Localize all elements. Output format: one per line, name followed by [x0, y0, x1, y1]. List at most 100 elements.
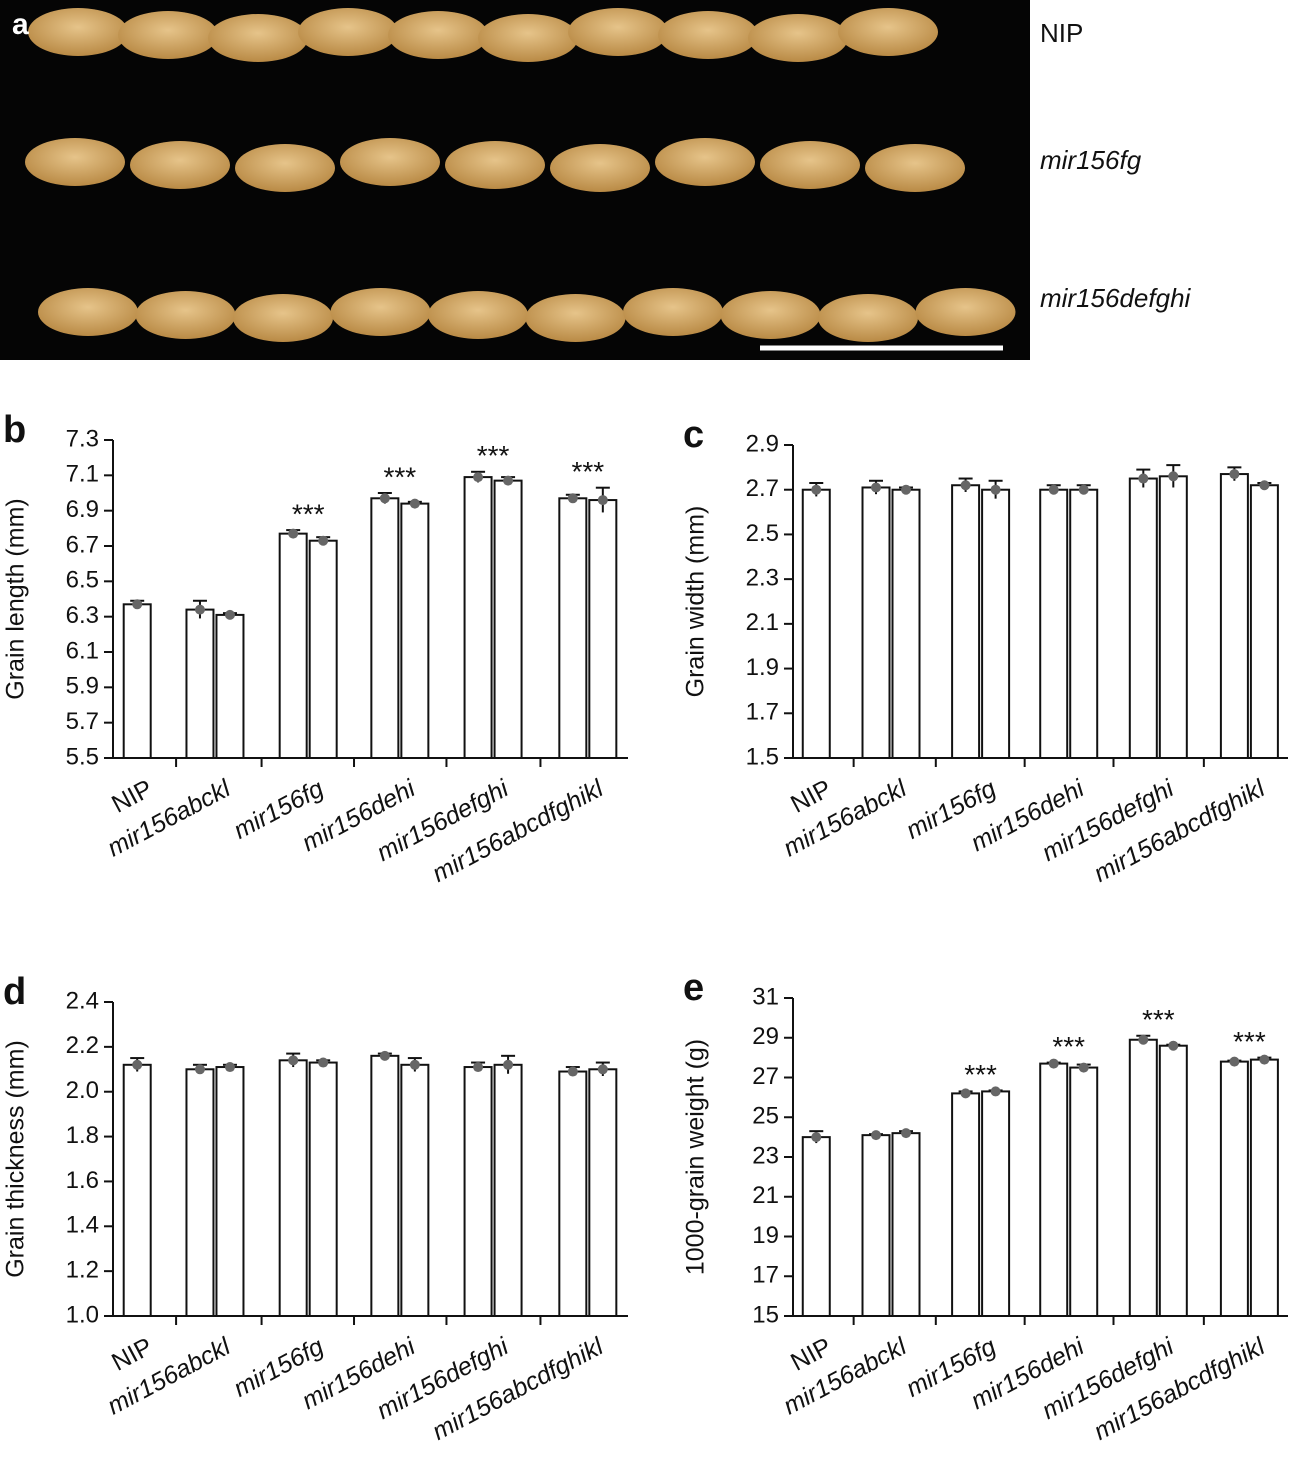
bar [185, 608, 215, 759]
mean-dot [1048, 484, 1059, 495]
grain [748, 14, 848, 62]
y-tick-label: 7.3 [66, 425, 99, 452]
y-tick-label: 2.2 [66, 1032, 99, 1059]
bar [1039, 1062, 1069, 1318]
bar [801, 1136, 831, 1317]
y-tick-label: 7.1 [66, 461, 99, 488]
bar [463, 476, 493, 759]
mean-dot [990, 484, 1001, 495]
grain [720, 291, 821, 339]
grain [568, 8, 668, 56]
mean-dot [1078, 484, 1089, 495]
photo-label: NIP [1040, 18, 1083, 48]
y-tick-label: 21 [752, 1182, 779, 1209]
mean-dot [1168, 471, 1179, 482]
photo-label: mir156fg [1040, 145, 1142, 175]
bar [1249, 484, 1279, 759]
mean-dot [871, 1130, 882, 1141]
grain [655, 138, 755, 186]
bar [185, 1068, 215, 1318]
significance: *** [384, 461, 417, 492]
y-tick-label: 6.3 [66, 602, 99, 629]
y-tick-label: 2.4 [66, 987, 99, 1014]
significance: *** [1233, 1026, 1266, 1057]
y-tick-label: 31 [752, 983, 779, 1010]
bar [308, 539, 338, 760]
bar [1158, 1044, 1188, 1317]
mean-dot [901, 484, 912, 495]
bar [1128, 1038, 1158, 1318]
y-tick-label: 6.1 [66, 637, 99, 664]
bar [1069, 1066, 1099, 1317]
mean-dot [1138, 1034, 1149, 1045]
mean-dot [132, 599, 143, 610]
mean-dot [503, 1059, 514, 1070]
y-tick-label: 1.7 [746, 699, 779, 726]
mean-dot [473, 472, 484, 483]
y-tick-label: 2.7 [746, 475, 779, 502]
grain [330, 288, 431, 336]
bar [215, 613, 245, 760]
mean-dot [473, 1062, 484, 1073]
y-tick-label: 1.9 [746, 654, 779, 681]
significance: *** [964, 1059, 997, 1090]
bar [588, 499, 618, 759]
grain [658, 11, 758, 59]
bar [801, 488, 831, 759]
grain [838, 8, 938, 56]
x-tick-label: mir156abcdfghikl [428, 1332, 609, 1446]
grain [623, 288, 723, 336]
grain [865, 144, 965, 192]
mean-dot [960, 1088, 971, 1099]
mean-dot [1259, 480, 1270, 491]
mean-dot [318, 1057, 329, 1068]
mean-dot [567, 493, 578, 504]
y-tick-label: 6.5 [66, 567, 99, 594]
y-tick-label: 6.9 [66, 496, 99, 523]
mean-dot [194, 1064, 205, 1075]
mean-dot [811, 484, 822, 495]
bar [981, 488, 1011, 759]
mean-dot [960, 480, 971, 491]
photo-label: mir156defghi [1040, 283, 1192, 313]
bar [463, 1066, 493, 1317]
bar [1039, 488, 1069, 759]
y-tick-label: 15 [752, 1301, 779, 1328]
bar [891, 488, 921, 759]
mean-dot [1168, 1040, 1179, 1051]
bar [1128, 477, 1158, 759]
bar [493, 479, 523, 759]
grain [550, 144, 650, 192]
grain [235, 144, 335, 192]
grain [525, 294, 626, 342]
mean-dot [990, 1086, 1001, 1097]
grain [130, 141, 230, 189]
y-tick-label: 2.0 [66, 1077, 99, 1104]
grain [915, 288, 1016, 336]
bar [278, 532, 308, 760]
y-tick-label: 2.9 [746, 430, 779, 457]
mean-dot [288, 1055, 299, 1066]
bar [370, 497, 400, 759]
mean-dot [597, 1064, 608, 1075]
mean-dot [901, 1128, 912, 1139]
bar [215, 1066, 245, 1317]
y-axis-label: Grain width (mm) [682, 506, 710, 698]
y-tick-label: 1.2 [66, 1256, 99, 1283]
bar [981, 1090, 1011, 1317]
bar [951, 1092, 981, 1318]
mean-dot [379, 493, 390, 504]
y-tick-label: 17 [752, 1262, 779, 1289]
mean-dot [409, 1059, 420, 1070]
bar [308, 1061, 338, 1317]
grain [428, 291, 528, 339]
y-tick-label: 6.7 [66, 531, 99, 558]
bar [861, 1134, 891, 1317]
y-tick-label: 5.7 [66, 708, 99, 735]
mean-dot [567, 1066, 578, 1077]
mean-dot [224, 609, 235, 620]
y-tick-label: 19 [752, 1222, 779, 1249]
significance: *** [571, 456, 604, 487]
grain [28, 8, 128, 56]
y-tick-label: 2.1 [746, 609, 779, 636]
